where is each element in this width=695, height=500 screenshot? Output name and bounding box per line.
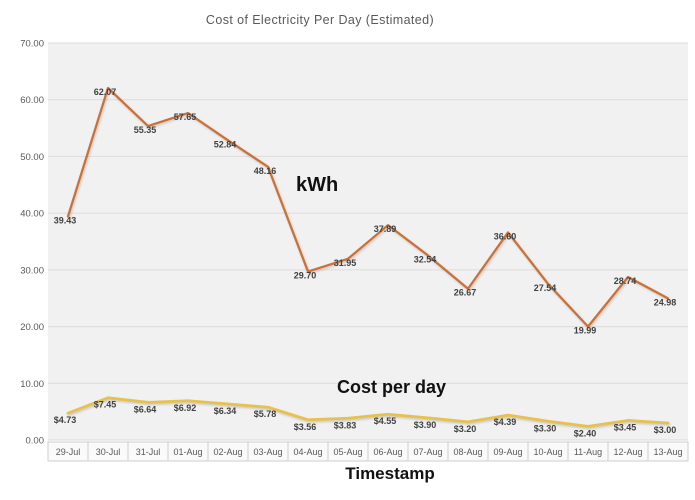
x-tick-label: 03-Aug [253,447,282,457]
kwh-data-label: 29.70 [294,271,317,281]
cost-per-day-line [66,396,670,428]
kwh-data-label: 55.35 [134,125,157,135]
cost-per-day-data-label: $3.45 [614,422,637,432]
kwh-data-label: 36.60 [494,231,517,241]
cost-per-day-data-label: $4.73 [54,415,77,425]
x-tick-label: 12-Aug [613,447,642,457]
kwh-line [66,86,670,328]
x-category-cell [647,441,689,462]
kwh-data-label: 28.74 [614,276,637,286]
y-tick-label: 0.00 [26,436,45,447]
kwh-data-label: 62.07 [94,87,117,97]
cost-per-day-data-label: $3.00 [654,425,677,435]
x-tick-label: 08-Aug [453,447,482,457]
cost-per-day-data-label: $3.90 [414,420,437,430]
y-tick-label: 60.00 [20,95,44,106]
cost-per-day-data-label: $3.83 [334,420,357,430]
cost-per-day-data-label: $5.78 [254,409,277,419]
kwh-data-label: 27.54 [534,283,557,293]
y-tick-label: 70.00 [20,39,44,50]
cost-per-day-data-label: $6.34 [214,406,237,416]
kwh-data-label: 24.98 [654,297,677,307]
kwh-data-label: 39.43 [54,215,77,225]
kwh-data-label: 31.95 [334,258,357,268]
series-annotation-kwh: kWh [296,174,339,196]
kwh-data-label: 32.54 [414,254,437,264]
cost-per-day-data-label: $2.40 [574,428,597,438]
cost-per-day-data-label: $4.55 [374,416,397,426]
cost-per-day-data-label: $3.20 [454,424,477,434]
x-axis-title: Timestamp [345,464,435,483]
cost-per-day-data-label: $4.39 [494,417,517,427]
x-tick-label: 04-Aug [293,447,322,457]
kwh-data-label: 57.65 [174,112,197,122]
series-annotation-cost-per-day: Cost per day [337,377,447,397]
kwh-data-label: 52.84 [214,139,237,149]
chart-title: Cost of Electricity Per Day (Estimated) [205,13,435,27]
x-tick-label: 02-Aug [213,447,242,457]
cost-per-day-data-label: $7.45 [94,400,117,410]
cost-per-day-data-label: $3.56 [294,422,317,432]
x-tick-label: 10-Aug [533,447,562,457]
kwh-data-label: 37.89 [374,224,397,234]
y-tick-label: 40.00 [20,209,44,220]
x-tick-label: 09-Aug [493,447,522,457]
x-tick-label: 30-Jul [96,447,121,457]
x-tick-label: 31-Jul [136,447,161,457]
y-tick-label: 10.00 [20,379,44,390]
x-tick-label: 07-Aug [413,447,442,457]
y-tick-label: 20.00 [20,322,44,333]
x-tick-label: 06-Aug [373,447,402,457]
kwh-data-label: 48.16 [254,166,277,176]
y-tick-label: 50.00 [20,152,44,163]
x-tick-label: 13-Aug [653,447,682,457]
x-tick-label: 01-Aug [173,447,202,457]
cost-per-day-data-label: $6.92 [174,403,197,413]
x-tick-label: 05-Aug [333,447,362,457]
y-tick-label: 30.00 [20,265,44,276]
kwh-data-label: 19.99 [574,326,597,336]
kwh-data-label: 26.67 [454,288,477,298]
cost-per-day-data-label: $6.64 [134,404,157,414]
x-tick-label: 29-Jul [56,447,81,457]
cost-per-day-data-label: $3.30 [534,423,557,433]
x-tick-label: 11-Aug [574,447,602,457]
